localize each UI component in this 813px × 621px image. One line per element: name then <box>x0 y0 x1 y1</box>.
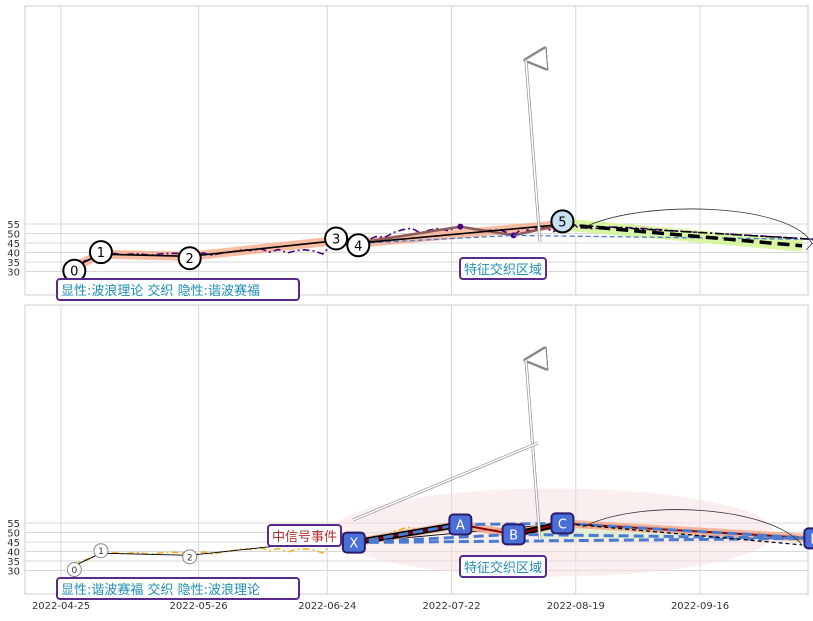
annotation-label: 特征交织区域 <box>464 560 542 576</box>
pattern-point-label: C <box>558 517 567 532</box>
pattern-point-box <box>341 531 366 554</box>
x-tick-label: 2022-09-16 <box>671 601 729 612</box>
pattern-point-label: B <box>509 528 518 543</box>
projection-arc <box>582 208 813 245</box>
pattern-point-label: D <box>810 532 813 547</box>
pattern-point-label: X <box>349 537 358 552</box>
projection-arc-head <box>805 243 813 251</box>
wave-label: 0 <box>71 566 77 576</box>
footer-label-box <box>56 278 300 301</box>
wave-label: 4 <box>354 239 362 254</box>
y-tick-label: 40 <box>7 548 20 559</box>
pivot-dot <box>457 223 464 230</box>
y-tick-label: 30 <box>7 268 20 279</box>
pattern-point-box <box>803 527 813 550</box>
wave-label-circle <box>177 246 202 271</box>
wave-label: 1 <box>97 246 105 261</box>
wave-label-circle <box>88 240 113 265</box>
signal-label-box <box>267 524 342 547</box>
annotation-label-box <box>459 257 547 280</box>
wave-label-circle <box>550 209 575 234</box>
pattern-point-box <box>550 512 575 535</box>
pattern-point-box <box>448 513 473 536</box>
footer-label: 显性:波浪理论 交织 隐性:谐波赛福 <box>61 283 260 299</box>
y-tick-label: 50 <box>7 529 20 540</box>
signal-label: 中信号事件 <box>272 530 337 545</box>
annotation-arrow-inner <box>525 59 541 243</box>
y-tick-label: 55 <box>7 220 20 231</box>
wave-label: 5 <box>558 215 566 230</box>
y-tick-label: 35 <box>7 557 20 568</box>
wave-label-circle <box>346 233 371 258</box>
panel-bottom: 30354045505501235XABCD中信号事件特征交织区域显性:谐波赛福… <box>7 304 813 612</box>
annotation-label: 特征交织区域 <box>464 262 542 278</box>
pattern-dashed-XA <box>353 523 461 545</box>
y-tick-label: 40 <box>7 249 20 260</box>
y-tick-label: 45 <box>7 239 20 250</box>
x-tick-label: 2022-05-26 <box>170 601 228 612</box>
pattern-dashed-CD <box>562 521 813 540</box>
annotation-arrow-inner <box>525 359 541 541</box>
x-tick-label: 2022-07-22 <box>422 601 480 612</box>
x-tick-label: 2022-06-24 <box>298 601 356 612</box>
wave-label: 3 <box>332 232 340 247</box>
wave-label-circle <box>66 562 82 578</box>
projection-arc <box>582 509 803 546</box>
wave-label: 2 <box>186 252 194 267</box>
x-tick-label: 2022-04-25 <box>32 601 90 612</box>
plot-area <box>24 5 809 296</box>
y-tick-label: 50 <box>7 230 20 241</box>
footer-label-box <box>56 577 300 600</box>
wave-label: 2 <box>187 553 193 563</box>
footer-label: 显性:谐波赛福 交织 隐性:波浪理论 <box>61 582 260 598</box>
pattern-point-box <box>501 523 526 546</box>
wave-label: 1 <box>98 547 104 557</box>
y-tick-label: 35 <box>7 258 20 269</box>
x-tick-label: 2022-08-19 <box>547 601 605 612</box>
wave-label-circle <box>93 543 109 559</box>
y-tick-label: 30 <box>7 567 20 578</box>
pattern-dashed-BD <box>513 532 813 540</box>
pattern-dashed-XB <box>353 532 514 545</box>
signal-arrow-inner <box>352 442 539 521</box>
wave-label-circle <box>182 549 198 565</box>
wave-label: 0 <box>70 265 78 280</box>
projection-thick-dashed <box>562 222 803 248</box>
pattern-point-label: A <box>456 519 465 534</box>
y-tick-label: 55 <box>7 519 20 530</box>
projection-dashed <box>562 522 803 546</box>
annotation-label-box <box>459 555 547 578</box>
wave-label-circle <box>324 226 349 251</box>
y-tick-label: 45 <box>7 538 20 549</box>
pivot-dot <box>510 232 517 239</box>
